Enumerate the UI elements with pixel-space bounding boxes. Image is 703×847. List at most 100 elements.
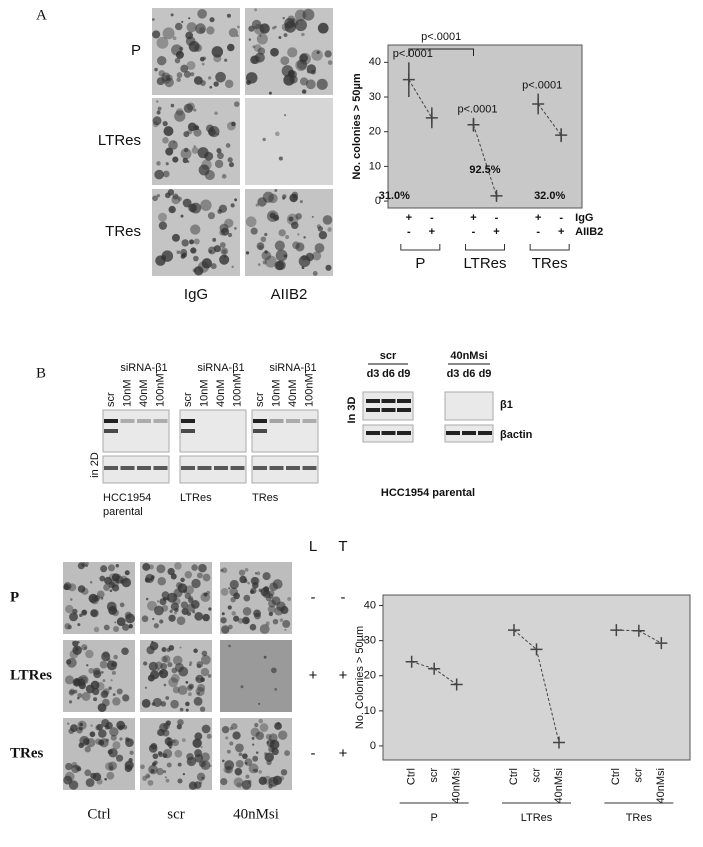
colony xyxy=(71,764,80,774)
colony xyxy=(180,214,184,218)
colony xyxy=(78,674,89,685)
colony xyxy=(158,221,168,230)
band xyxy=(230,466,245,470)
colony xyxy=(227,232,233,238)
colony xyxy=(292,241,300,250)
x-row-mark: - xyxy=(407,226,411,238)
colony xyxy=(105,738,109,742)
micrograph xyxy=(245,98,333,185)
colony xyxy=(280,769,288,776)
colony xyxy=(99,575,106,582)
colony xyxy=(161,646,167,653)
colony xyxy=(116,617,126,626)
colony xyxy=(187,692,192,697)
colony xyxy=(166,740,173,747)
colony xyxy=(227,157,233,163)
colony xyxy=(78,742,84,749)
colony xyxy=(268,599,277,608)
colony xyxy=(179,46,184,51)
marker xyxy=(467,118,480,131)
colony xyxy=(197,572,203,579)
colony xyxy=(172,36,177,41)
colony xyxy=(269,582,278,592)
group-bracket xyxy=(465,244,505,251)
colony xyxy=(81,609,87,616)
colony xyxy=(176,250,181,255)
colony xyxy=(72,608,78,615)
lane-label: d3 xyxy=(367,368,380,380)
colony xyxy=(167,567,175,576)
colony xyxy=(187,122,197,132)
colony xyxy=(159,670,164,675)
colony xyxy=(268,193,278,204)
blot-caption: HCC1954 parental xyxy=(381,487,475,499)
x-row-mark: + xyxy=(535,212,541,224)
colony xyxy=(90,609,99,618)
band xyxy=(253,419,267,423)
band xyxy=(302,419,317,423)
colony xyxy=(170,13,174,17)
colony xyxy=(96,723,103,731)
condition-mark: - xyxy=(311,745,316,762)
colony xyxy=(327,227,332,232)
colony xyxy=(176,77,181,83)
colony xyxy=(193,648,198,654)
colony xyxy=(237,25,240,29)
blot-title: siRNA-β1 xyxy=(269,362,316,374)
colony xyxy=(186,102,195,111)
colony xyxy=(275,131,280,137)
colony xyxy=(68,689,75,696)
colony xyxy=(140,764,145,770)
band xyxy=(181,466,195,470)
colony xyxy=(109,589,113,593)
lane-label: 100nM xyxy=(303,373,315,407)
colony xyxy=(208,607,212,611)
colony xyxy=(77,676,83,682)
colony xyxy=(255,751,259,754)
colony xyxy=(95,738,102,745)
colony xyxy=(219,254,230,265)
band xyxy=(366,399,380,403)
colony xyxy=(162,748,173,759)
colony xyxy=(166,762,172,768)
row-label: P xyxy=(10,589,19,605)
colony xyxy=(162,729,170,737)
percent-label: 31.0% xyxy=(379,190,410,202)
colony xyxy=(196,691,200,695)
lane-label: d9 xyxy=(479,368,492,380)
band xyxy=(397,431,411,435)
colony xyxy=(287,47,298,58)
colony xyxy=(274,240,285,251)
colony xyxy=(115,754,124,762)
band xyxy=(104,429,118,433)
colony xyxy=(180,601,189,609)
colony xyxy=(221,726,230,734)
column-label: Ctrl xyxy=(87,806,110,822)
colony xyxy=(119,737,123,741)
colony xyxy=(255,203,259,207)
colony xyxy=(226,43,235,52)
p-value: p<.0001 xyxy=(421,31,461,43)
colony xyxy=(222,249,227,254)
group-label: P xyxy=(430,812,437,824)
colony xyxy=(193,266,204,276)
colony xyxy=(325,264,332,271)
colony xyxy=(322,215,333,225)
colony xyxy=(174,749,183,758)
column-label: IgG xyxy=(184,286,208,303)
band xyxy=(120,419,135,423)
colony xyxy=(282,194,287,199)
x-tick-label: Ctrl xyxy=(610,768,622,785)
colony xyxy=(252,743,255,746)
colony xyxy=(174,22,183,31)
colony xyxy=(168,645,175,651)
band xyxy=(381,431,396,435)
colony xyxy=(77,623,81,627)
colony xyxy=(179,707,184,712)
colony xyxy=(109,727,119,737)
colony xyxy=(238,752,243,757)
colony xyxy=(265,595,272,602)
colony xyxy=(242,616,250,625)
colony xyxy=(100,596,104,600)
colony xyxy=(285,234,290,240)
